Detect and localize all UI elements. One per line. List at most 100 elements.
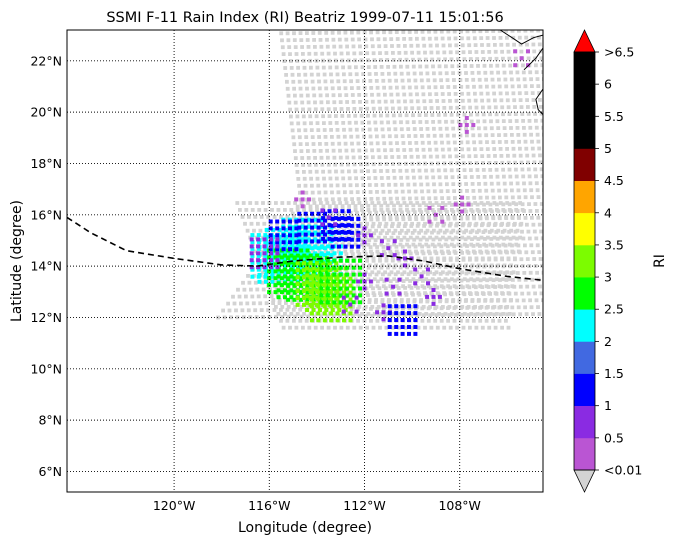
swath-pixel (484, 318, 489, 323)
swath-pixel (484, 133, 489, 138)
swath-pixel (399, 175, 403, 180)
swath-pixel (367, 183, 372, 187)
swath-pixel (545, 49, 549, 53)
rain-pixel (256, 251, 261, 256)
swath-pixel (315, 121, 320, 125)
rain-pixel (309, 276, 314, 281)
swath-pixel (373, 120, 378, 125)
swath-pixel (356, 284, 360, 289)
swath-pixel (306, 201, 310, 205)
rain-pixel (305, 263, 310, 268)
swath-pixel (409, 99, 414, 104)
swath-pixel (312, 38, 316, 42)
rain-pixel (292, 263, 297, 268)
swath-pixel (357, 37, 361, 42)
rain-pixel (269, 258, 273, 263)
swath-pixel (291, 307, 296, 312)
swath-pixel (357, 93, 362, 97)
swath-pixel (473, 147, 477, 152)
swath-pixel (498, 270, 503, 275)
swath-pixel (280, 45, 285, 50)
swath-pixel (327, 204, 332, 209)
rain-pixel (362, 279, 367, 284)
swath-pixel (342, 134, 347, 139)
swath-pixel (317, 86, 322, 91)
swath-pixel (501, 312, 506, 316)
swath-pixel (513, 221, 517, 226)
swath-pixel (347, 242, 351, 247)
swath-pixel (437, 119, 442, 124)
rain-pixel (249, 265, 254, 270)
swath-pixel (395, 279, 400, 284)
rain-pixel (342, 283, 346, 288)
swath-pixel (460, 147, 464, 152)
rain-pixel (335, 283, 340, 288)
swath-pixel (435, 221, 440, 226)
swath-pixel (425, 228, 430, 233)
swath-pixel (466, 278, 470, 283)
swath-pixel (486, 98, 491, 103)
rain-pixel (379, 253, 384, 258)
swath-pixel (389, 92, 394, 97)
rain-pixel (394, 304, 399, 309)
swath-pixel (441, 154, 446, 159)
swath-pixel (460, 43, 465, 48)
swath-pixel (442, 325, 447, 330)
rain-pixel (299, 248, 304, 253)
swath-pixel (362, 134, 366, 139)
swath-pixel (447, 235, 452, 240)
swath-pixel (320, 325, 324, 330)
swath-pixel (410, 291, 414, 295)
swath-pixel (360, 238, 365, 243)
swath-pixel (544, 43, 548, 47)
rain-pixel (329, 290, 334, 295)
swath-pixel (455, 256, 459, 261)
rain-pixel (323, 218, 327, 223)
rain-pixel (338, 272, 343, 277)
swath-pixel (447, 201, 452, 205)
swath-pixel (266, 215, 271, 219)
swath-pixel (390, 44, 394, 48)
rain-pixel (329, 304, 334, 309)
swath-pixel (426, 78, 431, 83)
swath-pixel (500, 230, 505, 234)
swath-pixel (479, 305, 484, 309)
swath-pixel (466, 312, 471, 317)
swath-pixel (459, 30, 463, 34)
rain-pixel (342, 318, 346, 323)
swath-pixel (489, 70, 494, 75)
swath-pixel (356, 141, 361, 146)
swath-pixel (518, 42, 523, 47)
swath-pixel (474, 50, 479, 54)
swath-pixel (407, 244, 412, 249)
swath-pixel (288, 221, 292, 226)
swath-pixel (467, 43, 472, 48)
swath-pixel (279, 31, 284, 36)
swath-pixel (441, 305, 445, 309)
swath-pixel (501, 56, 505, 61)
swath-pixel (374, 228, 378, 233)
swath-pixel (485, 195, 489, 200)
swath-pixel (408, 201, 413, 205)
swath-pixel (539, 111, 543, 116)
swath-pixel (358, 155, 362, 160)
swath-pixel (342, 127, 346, 132)
swath-pixel (301, 163, 305, 167)
swath-pixel (376, 313, 381, 318)
swath-pixel (301, 114, 306, 119)
swath-pixel (403, 155, 407, 159)
swath-pixel (428, 223, 433, 228)
rain-pixel (431, 288, 436, 292)
swath-pixel (378, 162, 383, 166)
swath-pixel (391, 169, 396, 173)
rain-pixel (311, 280, 316, 285)
rain-pixel (305, 297, 310, 302)
swath-pixel (417, 312, 422, 316)
swath-pixel (289, 59, 293, 63)
swath-pixel (517, 84, 521, 89)
swath-pixel (387, 182, 391, 187)
swath-pixel (368, 79, 373, 83)
swath-pixel (317, 135, 321, 139)
swath-pixel (450, 312, 454, 316)
swath-pixel (534, 125, 539, 130)
